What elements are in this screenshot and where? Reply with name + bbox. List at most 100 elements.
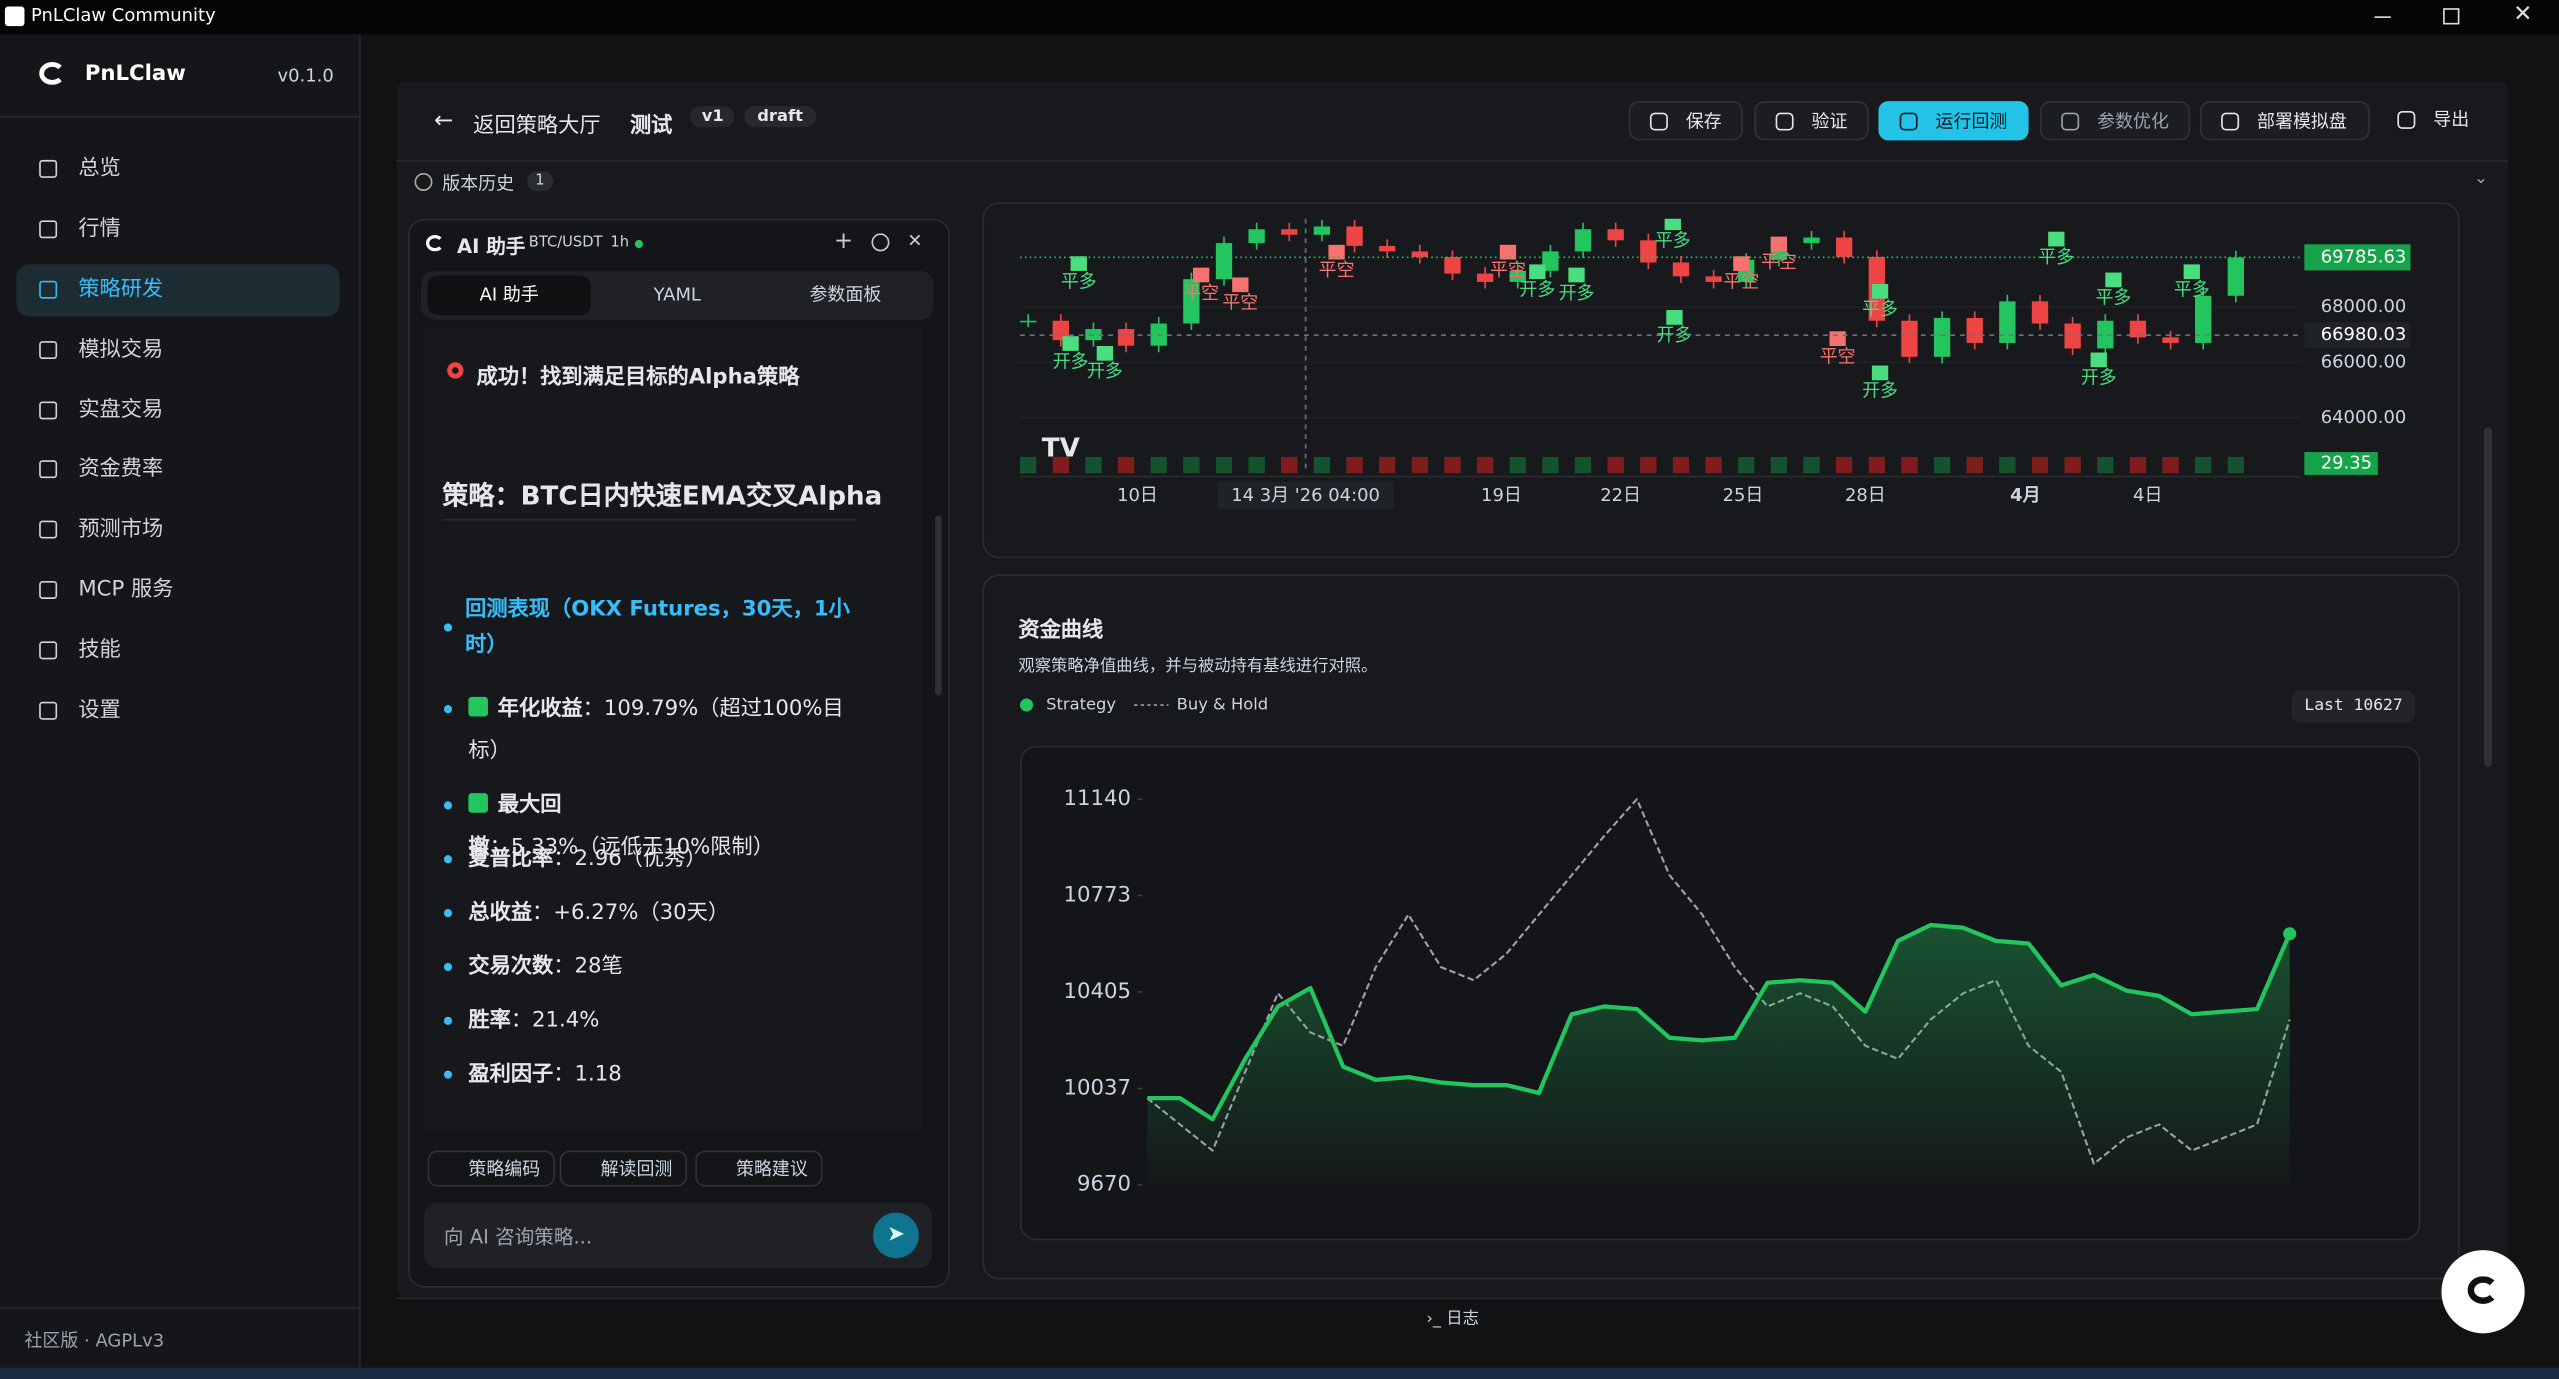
legend-swatch: [1020, 698, 1034, 712]
log-toggle[interactable]: ›_ 日志: [1426, 1310, 1479, 1329]
license: 社区版 · AGPLv3: [24, 1330, 165, 1352]
volume-bar: [1117, 456, 1135, 474]
nav-item[interactable]: 预测市场: [16, 505, 339, 557]
suggestion-chip[interactable]: 策略编码: [427, 1150, 555, 1187]
bullet: [443, 962, 453, 972]
nav-item[interactable]: 资金费率: [16, 445, 339, 497]
volume-tag: [2304, 452, 2378, 475]
brand-logo: [39, 62, 66, 85]
action-button[interactable]: 参数优化: [2040, 101, 2191, 141]
candle-body: [2031, 301, 2049, 324]
action-button[interactable]: 保存: [1628, 101, 1743, 141]
candle-body: [1117, 329, 1135, 346]
nav-item[interactable]: 行情: [16, 204, 339, 256]
y-tick-label: 10405: [1064, 979, 1131, 1004]
nav-icon: [39, 280, 58, 299]
send-button[interactable]: ➤: [873, 1212, 919, 1259]
nav-item[interactable]: 技能: [16, 625, 339, 677]
candle-body: [1313, 226, 1331, 235]
signal-marker: [1666, 310, 1683, 325]
chat-history[interactable]: [871, 233, 890, 252]
volume-bar: [1901, 456, 1918, 474]
expand[interactable]: ⌄: [2474, 169, 2488, 188]
signal-marker: [1232, 277, 1249, 293]
signal-marker: [1062, 336, 1079, 351]
volume-bar: [1379, 456, 1396, 474]
history-label[interactable]: 版本历史: [442, 172, 515, 195]
candle-body: [1476, 273, 1494, 282]
signal-label: 平多: [2096, 288, 2132, 309]
bullet: [443, 705, 453, 714]
signal-marker: [1192, 267, 1210, 283]
minimize[interactable]: [2374, 16, 2391, 18]
x-label: 22日: [1600, 485, 1641, 506]
signal-label: 开多: [1053, 351, 1089, 372]
back-arrow[interactable]: ←: [434, 107, 454, 134]
strategy-heading: 策略：BTC日内快速EMA交叉Alpha: [442, 479, 883, 511]
restore[interactable]: [2443, 8, 2460, 25]
fab-logo: [2467, 1276, 2499, 1304]
metric-item: 交易次数：28笔: [468, 947, 860, 989]
signal-label: 平空: [1183, 283, 1219, 304]
action-button[interactable]: 部署模拟盘: [2199, 101, 2370, 141]
back-link[interactable]: 返回策略大厅: [473, 114, 601, 139]
close[interactable]: ✕: [2513, 1, 2533, 28]
nav-item[interactable]: MCP 服务: [16, 565, 339, 617]
signal-marker: [1328, 244, 1345, 260]
signal-label: 开多: [1862, 381, 1898, 402]
suggestion-chip[interactable]: 策略建议: [695, 1150, 823, 1187]
pair: BTC/USDT: [528, 235, 603, 252]
signal-marker: [1733, 256, 1750, 271]
nav-item[interactable]: 实盘交易: [16, 384, 339, 436]
window-title: PnLClaw Community: [31, 4, 216, 27]
tab[interactable]: AI 助手: [427, 275, 591, 315]
chat-input[interactable]: [424, 1202, 932, 1269]
metric-item: 盈利因子：1.18: [468, 1054, 860, 1096]
action-button[interactable]: 验证: [1754, 101, 1869, 141]
volume-bar: [1085, 456, 1102, 474]
volume-bar: [1509, 456, 1526, 474]
signal-marker: [1871, 283, 1889, 299]
nav-item[interactable]: 策略研发: [16, 264, 340, 317]
online-dot: [634, 239, 644, 249]
nav-icon: [39, 160, 58, 179]
signal-label: 开多: [1656, 325, 1692, 346]
signal-marker: [2105, 272, 2122, 288]
signal-label: 平空: [1820, 346, 1856, 367]
last-label: Last: [2304, 696, 2344, 715]
action-button[interactable]: 导出: [2378, 101, 2486, 140]
crosshair-tag: [2304, 322, 2411, 349]
signal-marker: [1070, 256, 1087, 271]
nav-item[interactable]: 设置: [16, 685, 339, 737]
nav-label: 行情: [78, 217, 121, 242]
signal-label: 平空: [1761, 252, 1797, 273]
action-label: 运行回测: [1935, 110, 2008, 133]
input-placeholder: 向 AI 咨询策略...: [443, 1225, 593, 1249]
candle-body: [1444, 256, 1461, 274]
close-panel[interactable]: ✕: [907, 230, 923, 252]
action-button[interactable]: 运行回测: [1878, 101, 2029, 141]
new-chat[interactable]: +: [833, 228, 854, 255]
volume-bar: [1248, 456, 1265, 474]
taskbar-strip: [0, 1367, 2559, 1379]
action-label: 部署模拟盘: [2257, 110, 2347, 133]
candle-body: [2129, 320, 2147, 338]
divider: [0, 1307, 360, 1309]
nav-item[interactable]: 模拟交易: [16, 324, 339, 376]
signal-label: 平多: [1655, 231, 1691, 252]
volume-bar: [1411, 456, 1428, 474]
suggestion-chip[interactable]: 解读回测: [559, 1150, 688, 1187]
signal-marker: [2048, 231, 2065, 247]
candle-body: [1379, 245, 1396, 252]
tab[interactable]: 参数面板: [809, 283, 882, 306]
nav-item[interactable]: 总览: [16, 144, 339, 196]
section-heading: 回测表现（OKX Futures，30天，1小时）: [465, 597, 850, 658]
metric-text: ：1.18: [553, 1062, 622, 1087]
signal-label: 平空: [1490, 260, 1526, 281]
nav-label: 预测市场: [78, 517, 164, 543]
tab[interactable]: YAML: [653, 283, 701, 306]
volume-bar: [1281, 456, 1298, 474]
volume-bar: [1346, 456, 1363, 474]
candle-body: [1020, 320, 1037, 323]
